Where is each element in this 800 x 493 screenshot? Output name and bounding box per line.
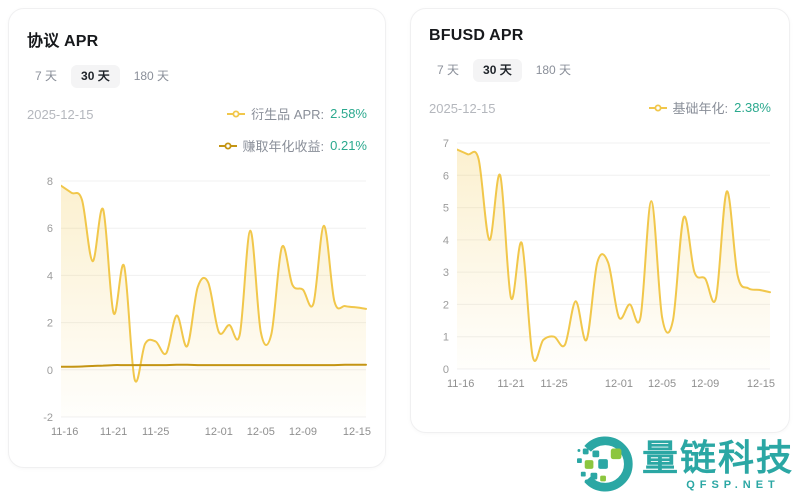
y-tick-label: 0	[47, 365, 53, 377]
y-tick-label: 3	[443, 267, 449, 279]
x-tick-label: 12-05	[247, 426, 275, 438]
chart-date: 2025-12-15	[27, 107, 94, 123]
legend-label: 衍生品 APR:	[251, 107, 325, 123]
y-tick-label: 6	[47, 223, 53, 235]
y-tick-label: 5	[443, 203, 449, 215]
period-tabs: 7 天 30 天 180 天	[27, 65, 369, 89]
line-series-marker-icon	[218, 142, 237, 150]
card-title-protocol-apr: 协议 APR	[27, 33, 99, 50]
qr-circle-logo-icon	[576, 436, 633, 492]
chart-canvas[interactable]: 7 6 5 4 3 2 1 0 11-16 11-21 11-25 12-01 12-05 12-09 12…	[427, 135, 775, 393]
qfsp-logo: 量链科技 QFSP.NET	[576, 436, 794, 492]
x-tick-label: 11-25	[142, 426, 169, 438]
bfusd-apr-chart[interactable]: 7 6 5 4 3 2 1 0 11-16 11-21 11-25 12-01 12-05 12-09 12…	[427, 135, 775, 398]
legend-value: 0.21%	[330, 138, 367, 154]
line-series-marker-icon	[227, 110, 246, 118]
series-line	[457, 148, 771, 363]
chart-legends: 基础年化: 2.38%	[648, 98, 771, 117]
y-tick-label: 4	[443, 235, 449, 247]
y-tick-label: 8	[47, 176, 53, 188]
x-tick-label: 12-15	[343, 426, 371, 438]
tab-7d[interactable]: 7 天	[27, 65, 65, 88]
series-line	[61, 184, 367, 383]
tab-180d[interactable]: 180 天	[528, 59, 579, 82]
x-tick-label: 12-01	[205, 426, 233, 438]
tab-30d[interactable]: 30 天	[71, 65, 120, 89]
legend-earn-apy[interactable]: 赚取年化收益: 0.21%	[218, 136, 367, 155]
y-tick-label: 0	[443, 364, 449, 376]
legend-label: 基础年化:	[672, 101, 729, 117]
x-tick-label: 11-25	[540, 378, 567, 390]
y-tick-label: 2	[47, 318, 53, 330]
chart-date: 2025-12-15	[429, 101, 496, 117]
x-tick-label: 11-16	[447, 378, 474, 390]
chart-canvas[interactable]: 8 6 4 2 0 -2 11-16 11-21 11-25 12-01 12-05 12-09 12-…	[25, 173, 371, 445]
y-tick-label: 2	[443, 300, 449, 312]
x-tick-label: 12-09	[289, 426, 317, 438]
logo-text: 量链科技	[641, 437, 794, 479]
card-title-bfusd-apr: BFUSD APR	[429, 27, 524, 44]
x-tick-label: 12-05	[648, 378, 676, 390]
chart-meta-row: 2025-12-15 基础年化: 2.38%	[427, 98, 773, 117]
series-line	[61, 363, 367, 368]
tab-30d[interactable]: 30 天	[473, 59, 522, 83]
line-series-marker-icon	[648, 104, 667, 112]
x-tick-label: 11-16	[51, 426, 78, 438]
legend-label: 赚取年化收益:	[242, 139, 325, 155]
y-tick-label: 6	[443, 170, 449, 182]
bfusd-apr-card: BFUSD APR 7 天 30 天 180 天 2025-12-15 基础年化…	[410, 8, 790, 433]
tab-7d[interactable]: 7 天	[429, 59, 467, 82]
x-tick-label: 12-09	[691, 378, 719, 390]
x-tick-label: 12-15	[747, 378, 775, 390]
logo-text-block: 量链科技 QFSP.NET	[642, 437, 794, 490]
x-tick-label: 12-01	[605, 378, 633, 390]
series-area	[457, 149, 770, 370]
protocol-apr-card: 协议 APR 7 天 30 天 180 天 2025-12-15 衍生品 APR…	[8, 8, 386, 468]
legend-base-apy[interactable]: 基础年化: 2.38%	[648, 98, 771, 117]
x-tick-label: 11-21	[100, 426, 127, 438]
chart-meta-row: 2025-12-15 衍生品 APR: 2.58% 赚取年化收益:	[25, 104, 369, 155]
series-area	[61, 185, 366, 418]
y-tick-label: -2	[43, 412, 53, 424]
chart-legends: 衍生品 APR: 2.58% 赚取年化收益: 0.21%	[218, 104, 367, 155]
logo-subtext: QFSP.NET	[686, 478, 780, 491]
legend-derivatives-apr[interactable]: 衍生品 APR: 2.58%	[227, 104, 367, 123]
x-tick-label: 11-21	[497, 378, 524, 390]
legend-value: 2.58%	[330, 106, 367, 122]
period-tabs: 7 天 30 天 180 天	[429, 59, 773, 83]
y-tick-label: 4	[47, 271, 53, 283]
protocol-apr-chart[interactable]: 8 6 4 2 0 -2 11-16 11-21 11-25 12-01 12-05 12-09 12-…	[25, 173, 371, 450]
y-tick-label: 1	[443, 332, 449, 344]
y-tick-label: 7	[443, 138, 449, 150]
legend-value: 2.38%	[734, 100, 771, 116]
tab-180d[interactable]: 180 天	[126, 65, 177, 88]
